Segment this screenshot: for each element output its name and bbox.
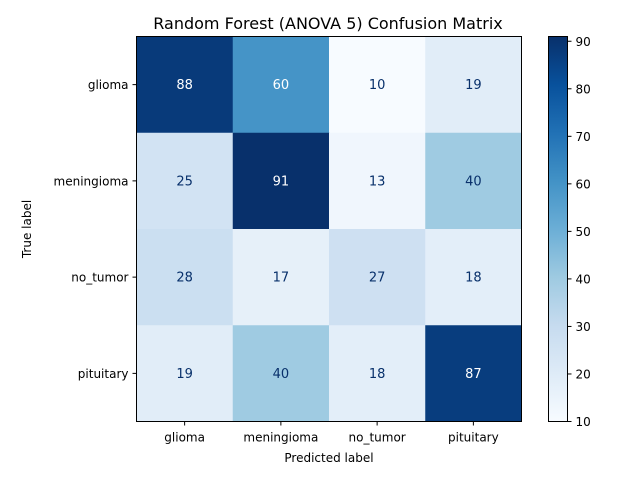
- heatmap-cell: [136, 132, 234, 230]
- y-axis-ticks: glioma meningioma no_tumor pituitary: [54, 78, 137, 381]
- heatmap-cell: [136, 229, 234, 326]
- cell-value-label: 19: [465, 78, 482, 93]
- cell-value-label: 40: [465, 174, 482, 189]
- colorbar-tick-label: 20: [576, 367, 591, 381]
- colorbar-tick-label: 70: [576, 130, 591, 144]
- heatmap-cell: [425, 229, 522, 326]
- x-tick-label: glioma: [164, 431, 205, 445]
- cell-value-label: 13: [369, 174, 386, 189]
- heatmap-cell: [329, 36, 426, 134]
- y-axis-label: True label: [20, 200, 34, 259]
- x-tick-label: pituitary: [448, 431, 499, 445]
- chart-title: Random Forest (ANOVA 5) Confusion Matrix: [153, 14, 503, 33]
- colorbar-tick-label: 60: [576, 177, 591, 191]
- colorbar-tick-label: 40: [576, 272, 591, 286]
- y-tick-label: no_tumor: [71, 271, 128, 285]
- plot-frame: [136, 36, 522, 422]
- colorbar-tick-label: 50: [576, 225, 591, 239]
- colorbar-tick-label: 80: [576, 82, 591, 96]
- x-axis-label: Predicted label: [284, 451, 373, 465]
- x-tick-label: no_tumor: [349, 431, 406, 445]
- cell-value-label: 87: [465, 367, 482, 382]
- cell-value-label: 19: [176, 367, 193, 382]
- cell-value-label: 40: [273, 367, 290, 382]
- heatmap-cell-labels: 88 60 10 19 25 91 13 40 28 17 27 18 19 40 18 87: [176, 78, 481, 382]
- heatmap-cell: [329, 229, 426, 326]
- y-tick-label: glioma: [88, 78, 129, 92]
- heatmap-cell: [136, 36, 234, 134]
- heatmap-cell: [425, 132, 522, 230]
- cell-value-label: 25: [176, 174, 193, 189]
- cell-value-label: 28: [176, 271, 193, 286]
- cell-value-label: 60: [273, 78, 290, 93]
- heatmap-cell: [232, 36, 330, 134]
- cell-value-label: 88: [176, 78, 193, 93]
- colorbar: [548, 36, 568, 422]
- heatmap-cells: [136, 36, 522, 422]
- heatmap-cell: [232, 132, 330, 230]
- heatmap-cell: [136, 325, 234, 422]
- y-tick-label: meningioma: [54, 174, 129, 188]
- heatmap-cell: [232, 325, 330, 422]
- colorbar-tick-label: 10: [576, 415, 591, 429]
- heatmap-cell: [425, 36, 522, 134]
- heatmap-cell: [425, 325, 522, 422]
- cell-value-label: 10: [369, 78, 386, 93]
- cell-value-label: 18: [465, 271, 482, 286]
- x-tick-label: meningioma: [243, 431, 318, 445]
- heatmap-cell: [232, 229, 330, 326]
- colorbar-tick-label: 30: [576, 320, 591, 334]
- colorbar-ticks: 10 20 30 40 50 60 70 80 90: [567, 35, 591, 429]
- cell-value-label: 91: [273, 174, 290, 189]
- heatmap-cell: [329, 132, 426, 230]
- cell-value-label: 17: [273, 271, 290, 286]
- y-tick-label: pituitary: [78, 367, 129, 381]
- cell-value-label: 18: [369, 367, 386, 382]
- heatmap-cell: [329, 325, 426, 422]
- cell-value-label: 27: [369, 271, 386, 286]
- colorbar-tick-label: 90: [576, 35, 591, 49]
- x-axis-ticks: glioma meningioma no_tumor pituitary: [164, 421, 499, 445]
